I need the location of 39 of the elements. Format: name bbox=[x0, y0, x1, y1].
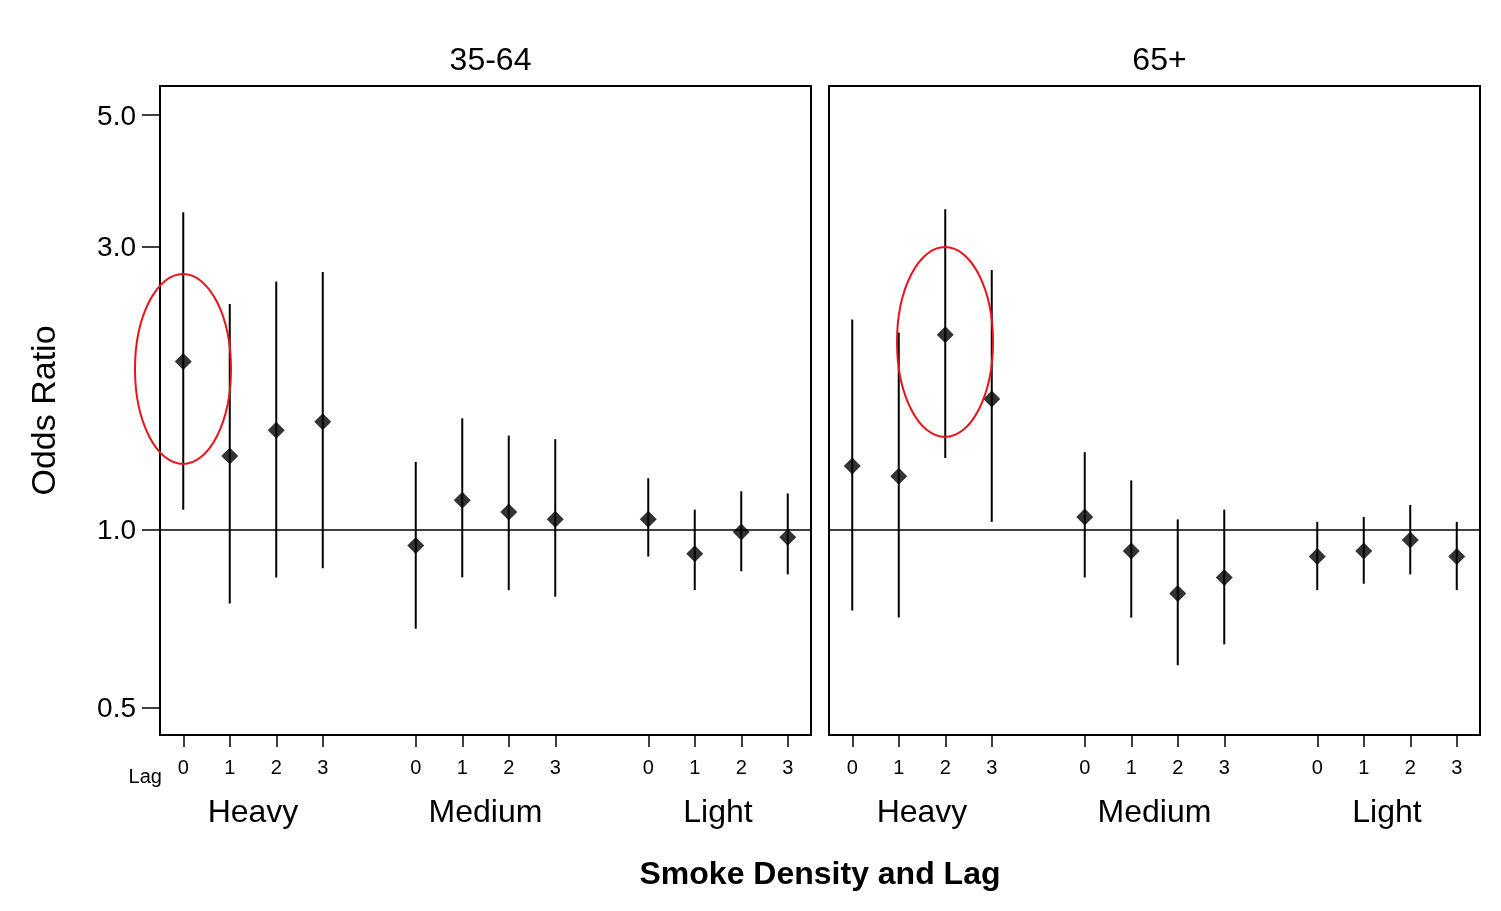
y-axis-title: Odds Ratio bbox=[24, 325, 62, 496]
text: Light bbox=[1352, 793, 1422, 830]
chart-title: 35-64 bbox=[449, 41, 532, 77]
text: Heavy bbox=[876, 793, 968, 830]
text: Medium bbox=[1097, 793, 1212, 830]
x-tick-label: 1 bbox=[456, 756, 468, 778]
x-tick-label: 3 bbox=[317, 756, 329, 778]
x-tick-label: 0 bbox=[846, 756, 858, 778]
text: Light bbox=[683, 793, 753, 830]
x-tick-label: 0 bbox=[1311, 756, 1323, 778]
x-tick-label: 1 bbox=[1358, 756, 1370, 778]
x-tick-label: 0 bbox=[410, 756, 422, 778]
x-tick-label: 1 bbox=[1125, 756, 1137, 778]
chart-title: 65+ bbox=[1132, 41, 1187, 77]
x-tick-label: 3 bbox=[1218, 756, 1230, 778]
x-tick-label: 1 bbox=[893, 756, 905, 778]
x-tick-label: 1 bbox=[689, 756, 701, 778]
x-tick-label: 3 bbox=[549, 756, 561, 778]
y-tick-label: 5.0 bbox=[97, 99, 136, 131]
x-tick-label: 3 bbox=[986, 756, 998, 778]
text: Heavy bbox=[207, 793, 299, 830]
x-tick-label: 2 bbox=[1404, 756, 1416, 778]
x-tick-label: 3 bbox=[782, 756, 794, 778]
x-tick-label: 2 bbox=[270, 756, 282, 778]
x-tick-label: 2 bbox=[503, 756, 515, 778]
text: Medium bbox=[428, 793, 543, 830]
x-tick-label: 2 bbox=[1172, 756, 1184, 778]
y-tick-label: 0.5 bbox=[97, 692, 136, 724]
x-axis-title: Smoke Density and Lag bbox=[638, 855, 1002, 892]
x-tick-label: 2 bbox=[939, 756, 951, 778]
y-tick-label: 3.0 bbox=[97, 231, 136, 263]
x-tick-label: 0 bbox=[1079, 756, 1091, 778]
x-tick-label: 2 bbox=[735, 756, 747, 778]
x-tick-label: 0 bbox=[177, 756, 189, 778]
x-tick-label: 0 bbox=[642, 756, 654, 778]
x-tick-label: 3 bbox=[1451, 756, 1463, 778]
x-tick-label: 1 bbox=[224, 756, 236, 778]
y-tick-label: 1.0 bbox=[97, 513, 136, 545]
text: Lag bbox=[128, 765, 162, 788]
